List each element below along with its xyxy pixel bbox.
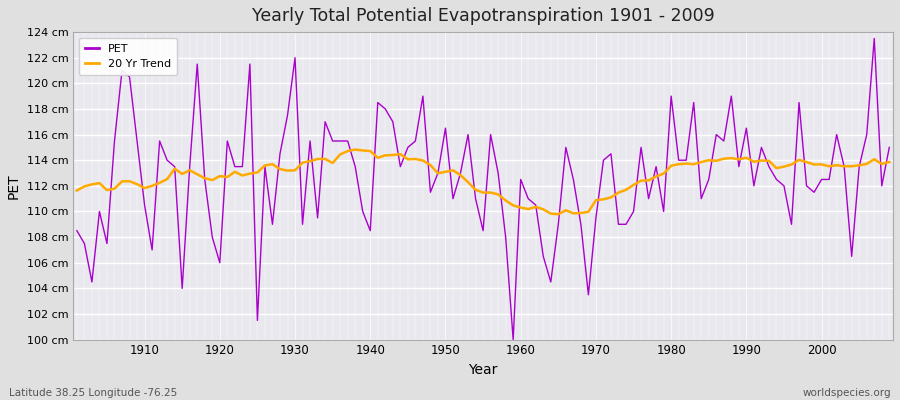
PET xyxy=(131,138,142,143)
PET xyxy=(523,196,534,201)
20 Yr Trend xyxy=(71,188,82,193)
20 Yr Trend xyxy=(342,149,353,154)
20 Yr Trend xyxy=(553,212,563,217)
20 Yr Trend xyxy=(523,207,534,212)
20 Yr Trend xyxy=(131,182,142,186)
PET xyxy=(297,222,308,227)
Y-axis label: PET: PET xyxy=(7,173,21,199)
Legend: PET, 20 Yr Trend: PET, 20 Yr Trend xyxy=(78,38,177,75)
20 Yr Trend xyxy=(884,160,895,164)
PET xyxy=(884,145,895,150)
PET xyxy=(613,222,624,227)
PET xyxy=(516,177,526,182)
Title: Yearly Total Potential Evapotranspiration 1901 - 2009: Yearly Total Potential Evapotranspiratio… xyxy=(252,7,715,25)
PET xyxy=(342,138,353,143)
PET xyxy=(71,228,82,233)
20 Yr Trend xyxy=(297,160,308,165)
Line: 20 Yr Trend: 20 Yr Trend xyxy=(76,150,889,214)
X-axis label: Year: Year xyxy=(468,363,498,377)
20 Yr Trend xyxy=(621,188,632,192)
PET xyxy=(868,36,879,41)
20 Yr Trend xyxy=(350,147,361,152)
Text: worldspecies.org: worldspecies.org xyxy=(803,388,891,398)
Text: Latitude 38.25 Longitude -76.25: Latitude 38.25 Longitude -76.25 xyxy=(9,388,177,398)
Line: PET: PET xyxy=(76,38,889,340)
20 Yr Trend xyxy=(516,205,526,210)
PET xyxy=(508,337,518,342)
